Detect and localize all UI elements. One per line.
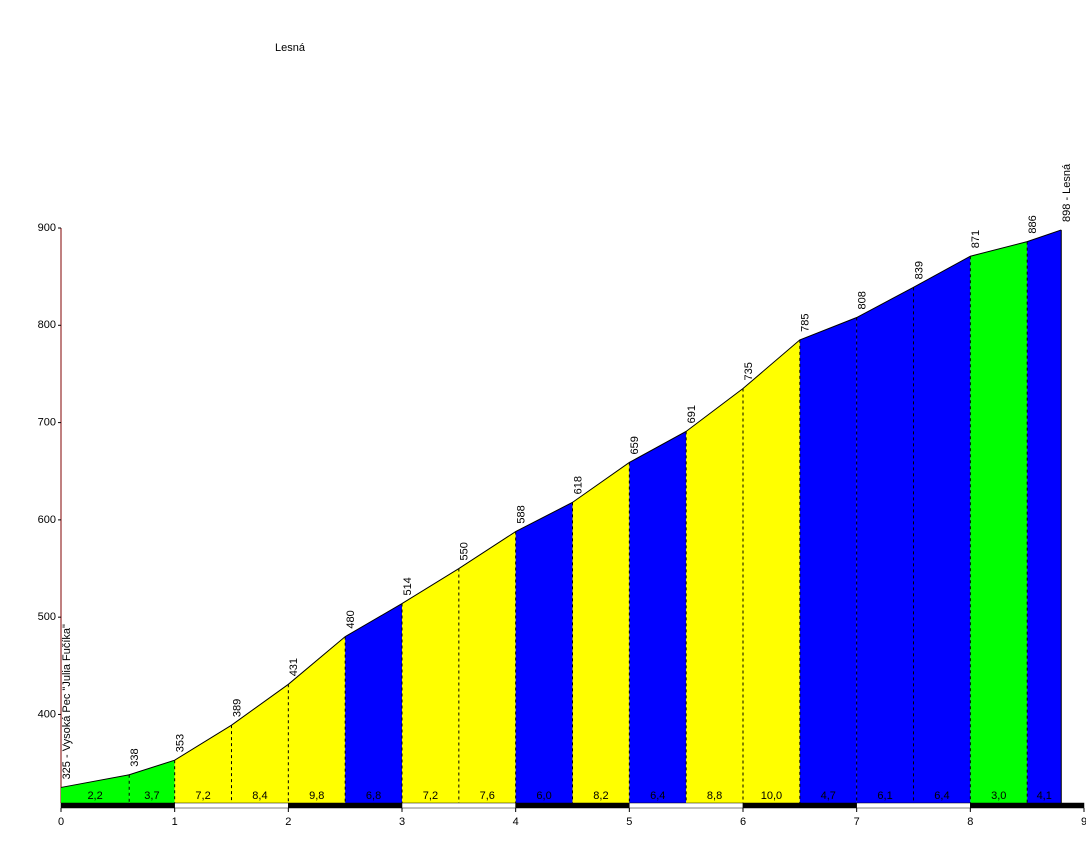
gradient-label: 9,8 — [309, 790, 324, 802]
km-bar — [742, 802, 857, 809]
gradient-label: 6,1 — [877, 790, 892, 802]
gradient-label: 7,2 — [195, 790, 210, 802]
elevation-label: 618 — [572, 476, 584, 494]
elevation-label: 353 — [175, 734, 187, 752]
segment-area — [856, 287, 914, 803]
elevation-label: 898 - Lesná — [1061, 163, 1073, 222]
km-bar — [401, 802, 516, 809]
gradient-label: 4,7 — [821, 790, 836, 802]
elevation-label: 338 — [129, 748, 141, 766]
segment-area — [913, 256, 971, 803]
elevation-label: 514 — [402, 577, 414, 595]
km-bar — [856, 802, 971, 809]
y-tick-label: 700 — [38, 416, 56, 428]
elevation-label: 691 — [686, 405, 698, 423]
segment-area — [1027, 229, 1062, 803]
km-bar — [970, 802, 1085, 809]
km-bar — [60, 802, 175, 809]
elevation-label: 735 — [743, 362, 755, 380]
segment-area — [970, 241, 1028, 804]
elevation-label: 480 — [345, 610, 357, 628]
profile-line — [60, 229, 1062, 788]
segment-area — [288, 636, 346, 803]
segment-area — [61, 774, 130, 803]
segment-area — [572, 462, 630, 803]
gradient-label: 6,4 — [934, 790, 949, 802]
gradient-label: 6,4 — [650, 790, 665, 802]
km-bar — [174, 802, 289, 809]
x-tick-label: 0 — [58, 816, 64, 828]
gradient-label: 6,8 — [366, 790, 381, 802]
segment-area — [174, 725, 232, 803]
km-bar — [515, 802, 630, 809]
segment-area — [799, 317, 857, 803]
y-tick-label: 800 — [38, 319, 56, 331]
gradient-label: 3,7 — [144, 790, 159, 802]
km-bar — [629, 802, 744, 809]
gradient-label: 8,4 — [252, 790, 267, 802]
elevation-label: 839 — [913, 261, 925, 279]
x-tick-label: 6 — [740, 816, 746, 828]
y-tick-label: 900 — [38, 222, 56, 234]
gradient-label: 6,0 — [536, 790, 551, 802]
segment-area — [345, 603, 402, 803]
segment-area — [743, 339, 800, 803]
elevation-label: 550 — [459, 542, 471, 560]
x-tick-label: 1 — [172, 816, 178, 828]
x-tick-label: 8 — [967, 816, 973, 828]
x-tick-label: 9 — [1081, 816, 1086, 828]
segment-area — [458, 531, 516, 803]
chart-title: Lesná — [275, 42, 306, 54]
elevation-label: 808 — [857, 291, 869, 309]
y-tick-label: 500 — [38, 611, 56, 623]
segment-area — [402, 568, 459, 803]
elevation-label: 389 — [231, 699, 243, 717]
x-tick-label: 4 — [513, 816, 519, 828]
gradient-label: 7,6 — [480, 790, 495, 802]
gradient-label: 8,8 — [707, 790, 722, 802]
x-tick-label: 7 — [854, 816, 860, 828]
gradient-label: 4,1 — [1037, 790, 1052, 802]
elevation-label: 325 - Vysoká Pec "Julia Fučíka" — [61, 624, 73, 779]
elevation-label: 431 — [288, 658, 300, 676]
km-bar — [288, 802, 403, 809]
segment-area — [231, 684, 289, 803]
elevation-label: 659 — [629, 436, 641, 454]
gradient-label: 8,2 — [593, 790, 608, 802]
gradient-label: 7,2 — [423, 790, 438, 802]
elevation-label: 588 — [516, 505, 528, 523]
elevation-label: 886 — [1027, 215, 1039, 233]
segment-area — [129, 760, 175, 803]
elevation-label: 871 — [970, 230, 982, 248]
segment-area — [515, 502, 573, 803]
segment-area — [686, 388, 743, 803]
y-tick-label: 600 — [38, 514, 56, 526]
x-tick-label: 2 — [285, 816, 291, 828]
gradient-label: 10,0 — [761, 790, 782, 802]
x-tick-label: 3 — [399, 816, 405, 828]
y-tick-label: 400 — [38, 708, 56, 720]
gradient-label: 2,2 — [87, 790, 102, 802]
gradient-label: 3,0 — [991, 790, 1006, 802]
segment-area — [629, 431, 687, 803]
elevation-label: 785 — [800, 314, 812, 332]
x-tick-label: 5 — [626, 816, 632, 828]
